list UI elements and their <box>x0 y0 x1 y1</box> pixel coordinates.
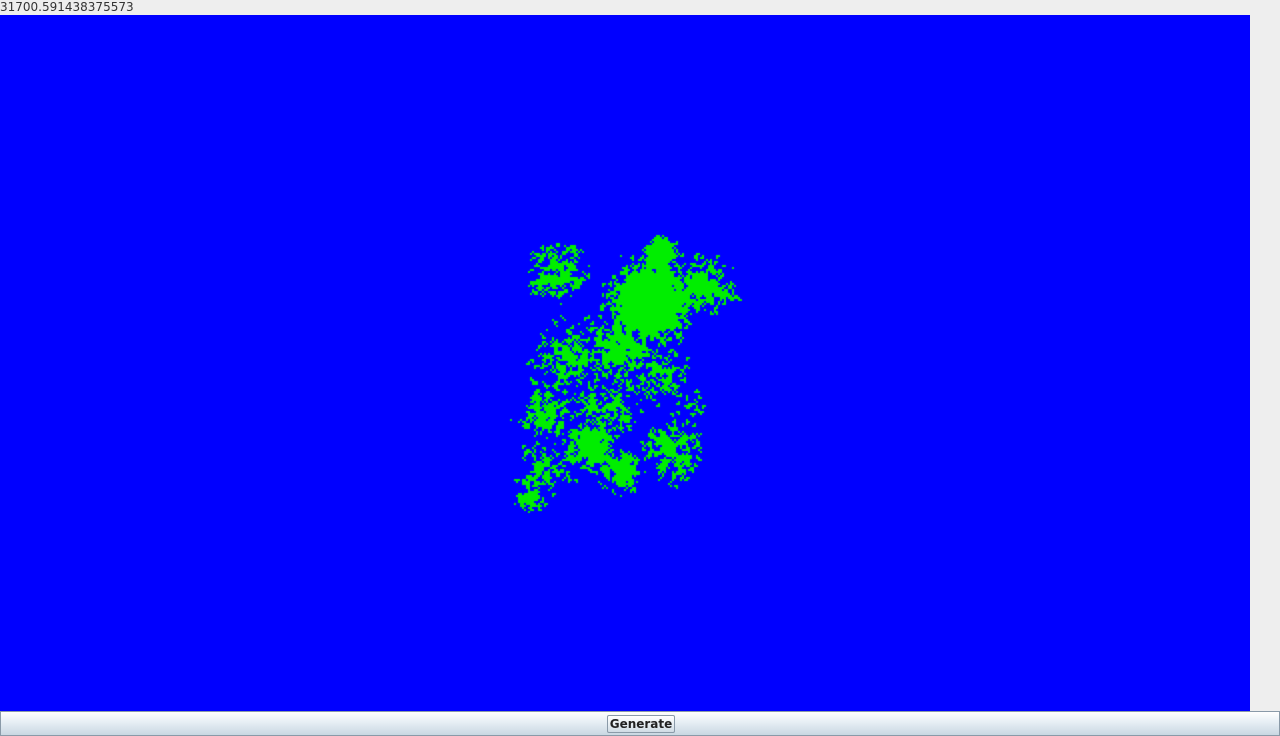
map-canvas-area[interactable] <box>0 15 1250 711</box>
generate-button[interactable]: Generate <box>607 715 675 733</box>
bottom-toolbar: Generate <box>0 711 1280 736</box>
value-readout: 31700.591438375573 <box>0 0 134 14</box>
island-map-canvas[interactable] <box>0 15 1250 711</box>
